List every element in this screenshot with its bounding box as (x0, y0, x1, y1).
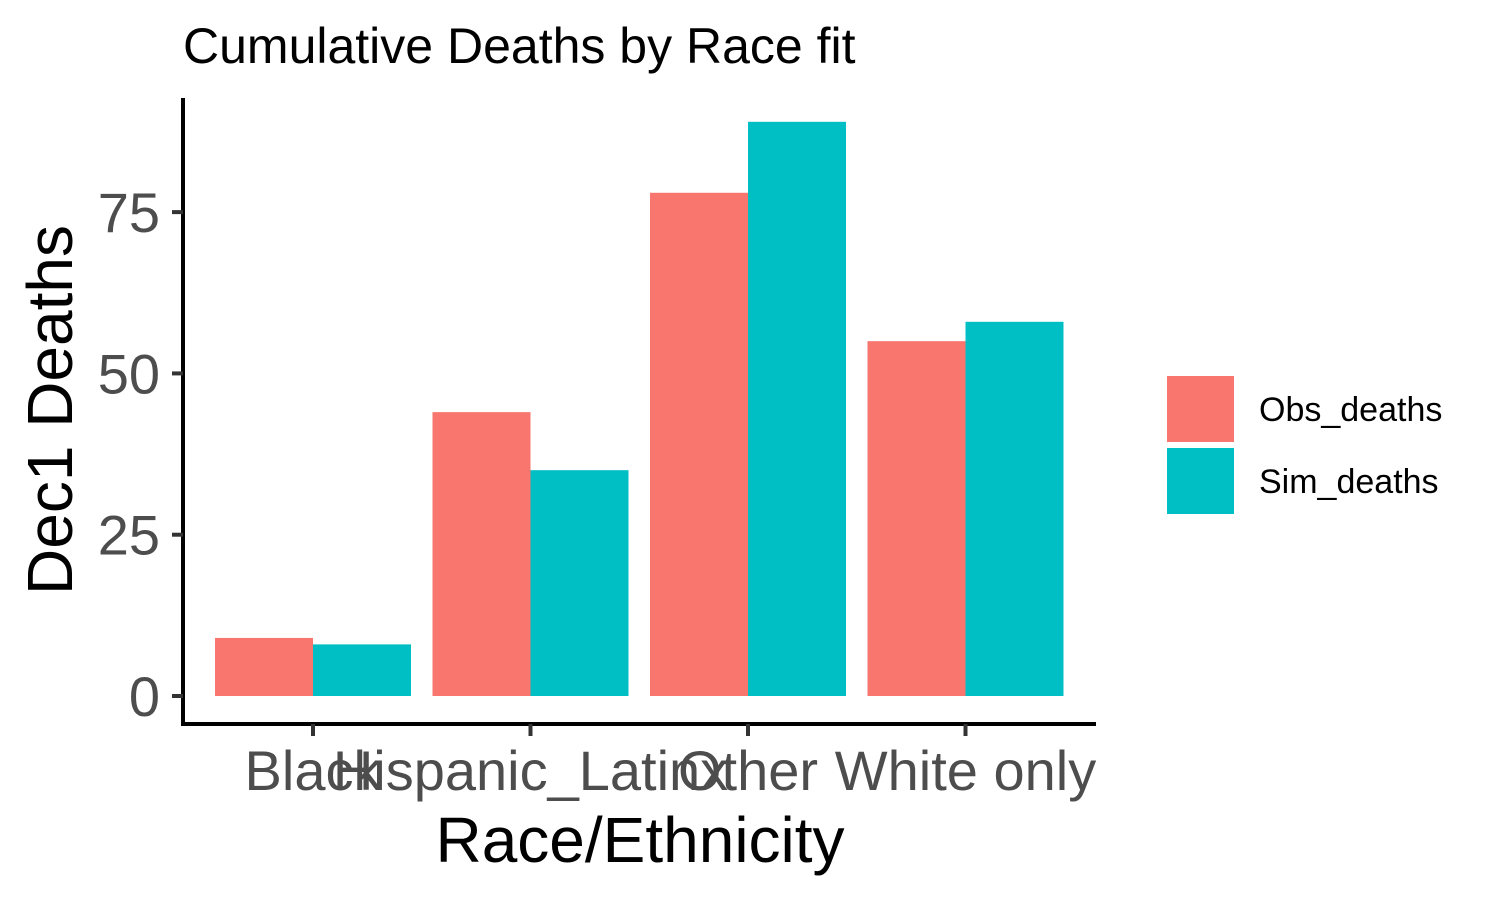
bar-obs-deaths-white-only (867, 341, 966, 696)
y-tick-label: 50 (98, 342, 160, 405)
x-axis-title: Race/Ethnicity (435, 804, 844, 876)
bar-sim-deaths-white-only (965, 321, 1064, 696)
bar-sim-deaths-other (748, 121, 846, 696)
y-axis-title: Dec1 Deaths (14, 225, 86, 595)
y-tick-label: 75 (98, 181, 160, 244)
legend-label: Sim_deaths (1259, 463, 1439, 501)
x-tick-label: Hispanic_Latinx (333, 739, 728, 802)
bar-obs-deaths-hispanic-latinx (432, 412, 531, 696)
y-tick-label: 0 (129, 665, 160, 728)
legend-key-obs-deaths (1167, 376, 1234, 442)
chart-title: Cumulative Deaths by Race fit (183, 18, 856, 74)
bar-sim-deaths-black (313, 644, 411, 696)
bars-group (215, 121, 1064, 696)
x-tick-label: White only (835, 739, 1096, 802)
bar-obs-deaths-other (650, 192, 748, 696)
y-tick-label: 25 (98, 504, 160, 567)
legend-label: Obs_deaths (1259, 391, 1442, 429)
legend-key-sim-deaths (1167, 448, 1234, 514)
bar-obs-deaths-black (215, 637, 313, 696)
bar-sim-deaths-hispanic-latinx (530, 470, 629, 696)
legend: Obs_deaths Sim_deaths (1167, 376, 1442, 514)
x-tick-label: Black (245, 739, 383, 802)
y-ticks-group: 0 25 50 75 (98, 181, 183, 728)
x-tick-label: Other (678, 739, 818, 802)
